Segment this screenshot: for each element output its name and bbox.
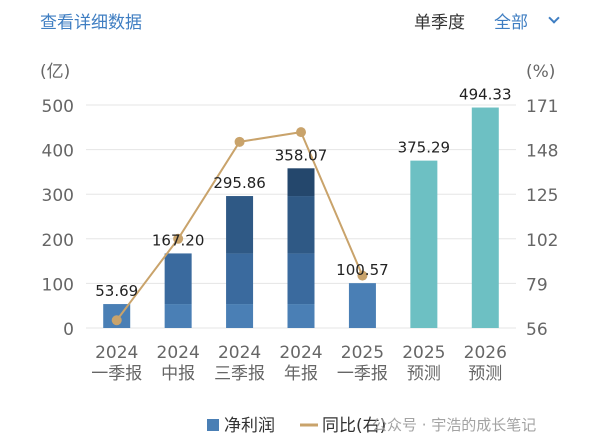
x-tick-period: 预测	[407, 364, 441, 384]
x-tick-year: 2026	[464, 343, 507, 363]
x-tick-period: 一季报	[337, 364, 388, 384]
chart-header: 查看详细数据 单季度 全部	[0, 0, 599, 40]
right-tick-label: 79	[526, 275, 548, 295]
bar-segment	[226, 304, 254, 328]
bar-value-label: 295.86	[213, 174, 266, 192]
bar-value-label: 167.20	[152, 231, 205, 249]
left-tick-label: 400	[42, 142, 74, 162]
yoy-point	[296, 127, 306, 138]
bar-value-label: 375.29	[398, 139, 451, 157]
x-tick-period: 三季报	[214, 364, 265, 384]
bar-segment	[287, 304, 315, 328]
x-tick-period: 一季报	[91, 364, 142, 384]
data-labels: 53.69 167.20 295.86 358.07 100.57 375.29 494.3…	[95, 86, 511, 301]
legend-bar-swatch	[207, 419, 219, 431]
x-tick-year: 2024	[218, 343, 261, 363]
view-details-link[interactable]: 查看详细数据	[40, 13, 142, 33]
watermark-text: 公众号 · 宇浩的成长笔记	[372, 416, 537, 434]
bar-segment	[348, 283, 376, 328]
bar-value-label: 53.69	[95, 282, 138, 300]
x-tick-year: 2024	[95, 343, 138, 363]
axes: 0 100 200 300 400 500 56 79 102 125 148 171 (亿) (%) 20…	[40, 62, 558, 384]
left-tick-label: 500	[42, 97, 74, 117]
legend-line-label: 同比(右)	[322, 416, 386, 436]
right-tick-label: 148	[526, 142, 558, 162]
left-tick-label: 0	[63, 320, 74, 340]
legend-bar-label: 净利润	[224, 416, 275, 436]
right-axis-unit: (%)	[526, 62, 555, 82]
x-tick-year: 2024	[279, 343, 322, 363]
bar-segment	[226, 253, 254, 305]
yoy-line	[111, 127, 368, 326]
yoy-point	[357, 270, 368, 281]
bar-value-label: 100.57	[336, 261, 389, 279]
bar-segment	[287, 253, 315, 305]
left-tick-label: 100	[42, 275, 74, 295]
x-tick-period: 预测	[468, 364, 502, 384]
forecast-bar	[471, 107, 499, 329]
right-tick-label: 102	[526, 231, 558, 251]
x-tick-period: 中报	[161, 364, 195, 384]
scope-selector[interactable]: 全部	[494, 13, 528, 33]
right-tick-label: 125	[526, 186, 558, 206]
legend: 净利润 同比(右)	[207, 416, 386, 436]
bar-segment	[164, 304, 192, 328]
x-tick-period: 年报	[284, 364, 318, 384]
right-tick-label: 56	[526, 320, 548, 340]
left-tick-label: 200	[42, 231, 74, 251]
forecast-bar	[410, 160, 438, 328]
yoy-point	[173, 233, 184, 244]
bar-segment	[164, 253, 192, 305]
bar-value-label: 358.07	[275, 146, 328, 164]
bar-segment	[226, 196, 254, 254]
x-tick-year: 2025	[402, 343, 445, 363]
bar-segment	[287, 168, 315, 197]
bar-value-label: 494.33	[459, 86, 512, 104]
period-selector[interactable]: 单季度	[414, 13, 465, 33]
yoy-point	[111, 315, 122, 326]
yoy-point	[234, 136, 245, 147]
x-tick-year: 2024	[157, 343, 200, 363]
bar-segment	[287, 196, 315, 254]
x-tick-year: 2025	[341, 343, 384, 363]
left-axis-unit: (亿)	[40, 62, 70, 82]
left-tick-label: 300	[42, 186, 74, 206]
right-tick-label: 171	[526, 97, 558, 117]
